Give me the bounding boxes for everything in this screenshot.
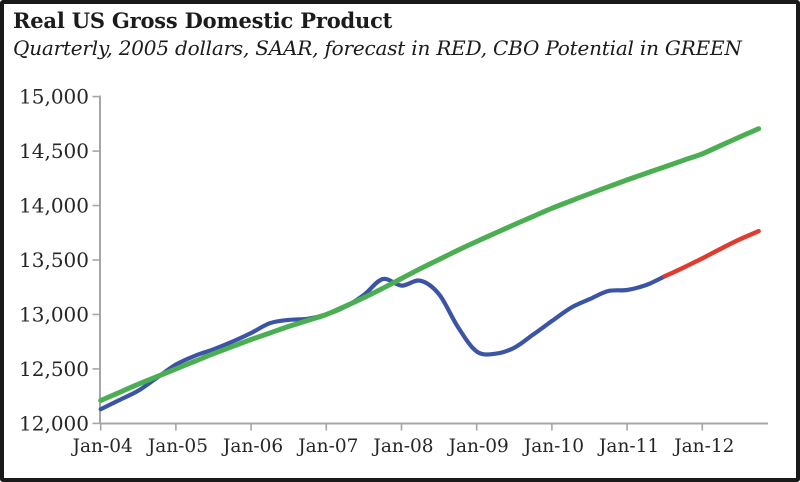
chart-subtitle: Quarterly, 2005 dollars, SAAR, forecast … [13, 36, 742, 60]
x-axis-labels: Jan-04 Jan-05 Jan-06 Jan-07 Jan-08 Jan-09 Jan-… [71, 436, 735, 457]
series-lines [98, 126, 762, 412]
y-tick-label: 13,500 [19, 248, 89, 272]
forecast-gdp-line [662, 228, 761, 279]
chart-title: Real US Gross Domestic Product [13, 8, 393, 33]
y-tick-label: 14,000 [19, 194, 89, 218]
y-axis-ticks [92, 95, 100, 425]
x-tick-label: Jan-06 [221, 436, 283, 457]
y-axis-labels: 12,000 12,500 13,000 13,500 14,000 14,500 15,0… [19, 85, 89, 436]
x-tick-label: Jan-08 [371, 436, 433, 457]
y-tick-label: 15,000 [19, 85, 89, 109]
x-tick-label: Jan-10 [522, 436, 584, 457]
y-tick-label: 13,000 [19, 302, 89, 326]
x-tick-label: Jan-04 [71, 436, 133, 457]
y-tick-label: 12,500 [19, 357, 89, 381]
potential-gdp-line [98, 126, 762, 403]
x-tick-label: Jan-07 [296, 436, 358, 457]
x-axis-ticks [99, 423, 704, 431]
x-tick-label: Jan-05 [146, 436, 208, 457]
x-tick-label: Jan-12 [672, 436, 734, 457]
x-tick-label: Jan-11 [597, 436, 659, 457]
y-tick-label: 14,500 [19, 139, 89, 163]
x-tick-label: Jan-09 [447, 436, 509, 457]
actual-gdp-line [98, 274, 667, 412]
y-tick-label: 12,000 [19, 411, 89, 435]
